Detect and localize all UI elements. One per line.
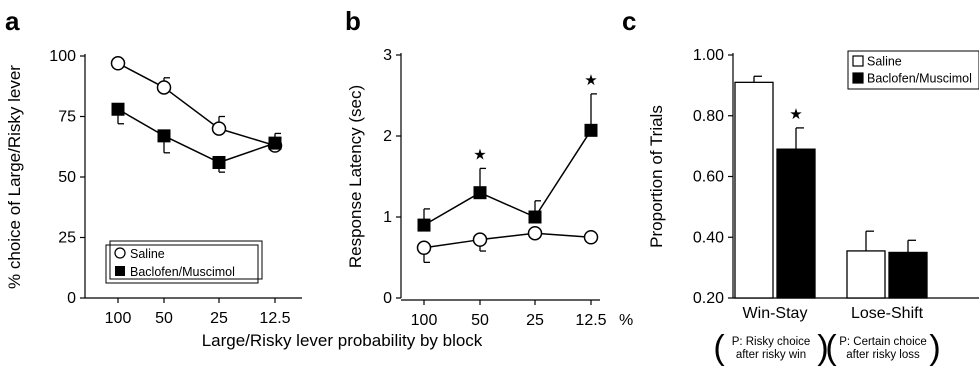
legend-label-baclofen-muscimol: Baclofen/Muscimol [867,72,972,86]
marker-baclofen-muscimol [473,186,487,200]
marker-baclofen-muscimol [157,129,171,143]
bar-saline-lose-shift [846,250,886,299]
y-tick-label: 0.80 [693,108,724,125]
panel-label-b: b [345,6,361,36]
marker-baclofen-muscimol [417,218,431,232]
chart-panel-a: 0 25 50 75 100 100 50 25 12.5 % choice of Large/R… [5,48,302,327]
bar-baclofen-muscimol-lose-shift [888,251,928,299]
legend-swatch-saline [852,55,864,67]
legend-label-baclofen-muscimol: Baclofen/Muscimol [130,265,235,279]
significance-star: ★ [473,146,486,163]
legend-box [847,50,979,90]
marker-saline [472,232,488,247]
legend-label-saline: Saline [867,55,902,69]
x-tick-label: 50 [471,312,489,329]
category-note-line1: P: Certain choice [839,336,927,348]
y-tick-label: 100 [49,48,76,65]
note-paren-right: ) [817,329,828,366]
y-tick-label: 0.60 [693,169,724,186]
chart-panel-c: 0.20 0.40 0.60 0.80 1.00 Proportion of Trials… [647,47,979,366]
y-axis-label: % choice of Large/Risky lever [5,65,24,289]
series-line-saline [117,62,165,89]
category-note-line2: after risky win [736,349,806,361]
series-line-baclofen-muscimol [534,129,592,218]
x-category-label: Win-Stay [743,305,808,322]
x-tick-label: 12.5 [575,312,606,329]
y-tick-label: 25 [58,230,76,247]
legend-marker-baclofen-muscimol [115,266,125,276]
marker-baclofen-muscimol [528,210,542,224]
series-line-baclofen-muscimol [479,192,536,218]
shared-x-axis-label: Large/Risky lever probability by block [202,331,483,350]
series-line-saline [423,238,481,249]
legend: Saline Baclofen/Muscimol [105,240,263,284]
y-axis-label: Proportion of Trials [647,105,666,248]
y-tick-label: 50 [58,169,76,186]
panel-label-a: a [5,6,20,36]
series-line-saline [534,232,592,238]
x-tick-label: 12.5 [259,310,290,327]
y-tick-label: 75 [58,109,76,126]
legend-box [105,244,259,284]
legend-marker-saline [114,247,126,259]
y-tick-label: 0 [67,290,76,307]
panel-label-c: c [622,6,636,36]
x-tick-label: 25 [526,312,544,329]
marker-baclofen-muscimol [584,123,598,137]
series-line-baclofen-muscimol [163,135,220,164]
bar-baclofen-muscimol-win-stay [776,148,816,299]
marker-baclofen-muscimol [268,136,282,150]
marker-baclofen-muscimol [212,155,226,169]
y-tick-label: 0.20 [693,290,724,307]
note-paren-left: ( [713,329,725,366]
note-paren-left: ( [825,329,837,366]
y-tick-label: 3 [383,47,392,64]
x-unit-suffix: % [619,312,633,329]
legend-swatch-baclofen-muscimol [852,72,864,84]
legend-label-saline: Saline [130,247,165,261]
marker-saline [110,56,126,71]
y-tick-label: 2 [383,128,392,145]
category-note-line1: P: Risky choice [732,336,811,348]
chart-panel-b: 0 1 2 3 100 50 25 12.5 % Response Latency (sec) ★ ★ [346,47,633,329]
y-tick-label: 1.00 [693,47,724,64]
bar-saline-win-stay [734,81,774,299]
category-note-line2: after risky loss [846,349,920,361]
note-paren-right: ) [929,329,940,366]
marker-saline [527,225,543,241]
marker-baclofen-muscimol [111,102,125,116]
x-tick-label: 25 [210,310,228,327]
legend: Saline Baclofen/Muscimol [847,50,979,90]
x-tick-label: 100 [411,312,438,329]
marker-saline [583,230,599,245]
x-category-label: Lose-Shift [851,305,924,322]
marker-saline [156,80,172,95]
y-tick-label: 1 [383,209,392,226]
y-tick-label: 0 [383,290,392,307]
series-line-saline [479,232,536,241]
series-line-saline [163,86,220,130]
significance-star: ★ [789,106,802,123]
marker-saline [211,121,227,136]
marker-saline [416,240,432,256]
legend-box-shadow [109,240,263,280]
series-line-baclofen-muscimol [117,108,165,137]
x-tick-label: 50 [155,310,173,327]
series-line-baclofen-muscimol [218,142,276,164]
significance-star: ★ [584,72,597,89]
x-tick-label: 100 [105,310,132,327]
series-line-saline [218,127,276,147]
y-axis-label: Response Latency (sec) [346,85,365,268]
series-line-baclofen-muscimol [423,192,481,226]
y-tick-label: 0.40 [693,229,724,246]
